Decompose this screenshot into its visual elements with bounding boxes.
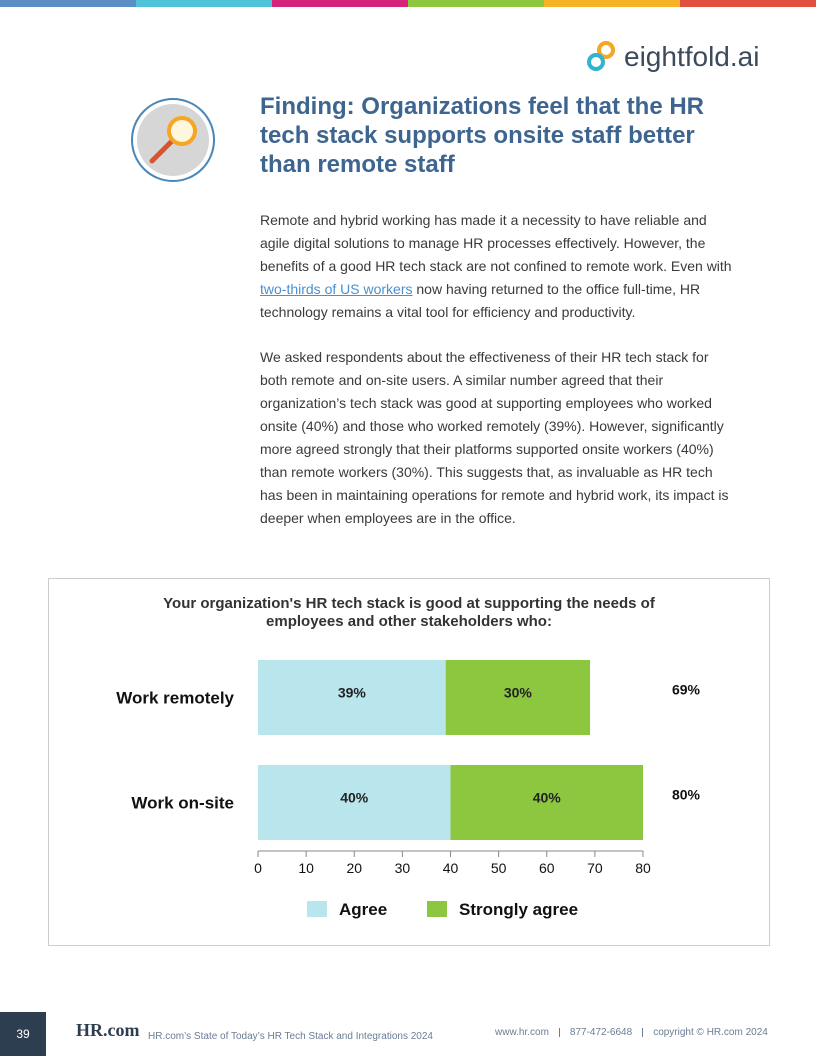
- x-tick-label: 20: [346, 860, 362, 876]
- total-label: 80%: [672, 787, 701, 803]
- x-tick-label: 30: [395, 860, 411, 876]
- title-line: Your organization's HR tech stack is goo…: [163, 595, 656, 612]
- bar-segment: [450, 765, 643, 840]
- category-label: Work on-site: [131, 794, 234, 813]
- brand-logo: eightfold.ai: [584, 40, 759, 74]
- chart-title: Your organization's HR tech stack is goo…: [163, 595, 656, 630]
- value-label: 40%: [340, 790, 369, 806]
- chart: Your organization's HR tech stack is goo…: [116, 595, 701, 919]
- paragraph: Remote and hybrid working has made it a …: [260, 209, 738, 324]
- logo-text: eightfold.ai: [624, 41, 760, 72]
- value-label: 40%: [533, 790, 562, 806]
- bar-segment: [258, 765, 451, 840]
- x-tick-label: 60: [539, 860, 555, 876]
- value-label: 39%: [338, 685, 367, 701]
- value-label: 30%: [504, 685, 533, 701]
- category-label: Work remotely: [116, 689, 234, 708]
- chart-box: Your organization's HR tech stack is goo…: [48, 578, 770, 946]
- x-tick-label: 50: [491, 860, 507, 876]
- bar-segment: [258, 660, 446, 735]
- report-title: HR.com’s State of Today’s HR Tech Stack …: [148, 1031, 433, 1042]
- contact: www.hr.com 877-472-6648 copyright © HR.c…: [495, 1027, 768, 1038]
- bar-segment: [445, 660, 591, 735]
- legend-swatch: [307, 901, 327, 917]
- copyright: copyright © HR.com 2024: [653, 1027, 768, 1038]
- phone: 877-472-6648: [569, 1027, 633, 1038]
- text: Remote and hybrid working has made it a …: [260, 212, 732, 274]
- total-label: 69%: [672, 682, 701, 698]
- separator: [558, 1028, 560, 1037]
- separator: [642, 1028, 644, 1037]
- body-text: Remote and hybrid working has made it a …: [260, 209, 738, 552]
- magnifier-icon: [131, 98, 215, 182]
- x-tick-label: 70: [587, 860, 603, 876]
- footer: 39 HR.com HR.com’s State of Today’s HR T…: [0, 1012, 816, 1056]
- logo-icon: [587, 41, 615, 71]
- footer-logo: HR.com: [76, 1020, 140, 1040]
- x-tick-label: 40: [443, 860, 459, 876]
- heading: Finding: Organizations feel that the HR …: [260, 93, 704, 178]
- legend-label: Agree: [339, 900, 387, 919]
- text: now having returned to the office full-t…: [260, 281, 701, 320]
- x-tick-label: 0: [254, 860, 262, 876]
- text: We asked respondents about the effective…: [260, 349, 729, 526]
- top-color-bar: [0, 0, 816, 7]
- website: www.hr.com: [495, 1027, 549, 1038]
- x-tick-label: 80: [635, 860, 651, 876]
- link[interactable]: two-thirds of US workers: [260, 281, 413, 297]
- x-tick-label: 10: [298, 860, 314, 876]
- title-line: employees and other stakeholders who:: [266, 613, 552, 630]
- legend-swatch: [427, 901, 447, 917]
- page-number: 39: [0, 1012, 46, 1056]
- paragraph: We asked respondents about the effective…: [260, 346, 738, 530]
- legend-label: Strongly agree: [459, 900, 578, 919]
